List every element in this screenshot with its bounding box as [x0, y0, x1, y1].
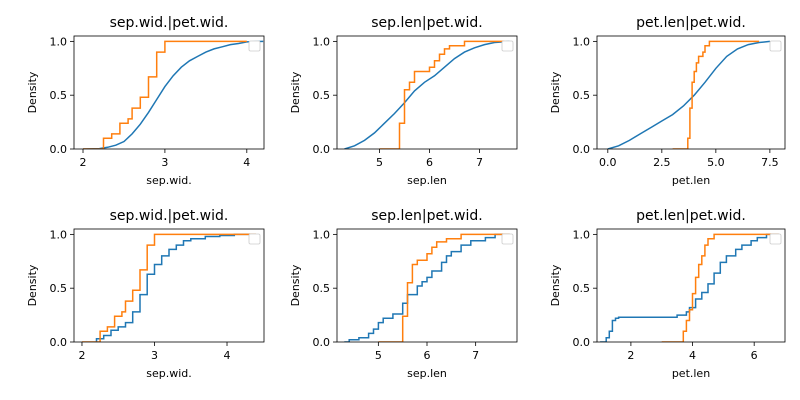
y-tick-label: 0.5 — [313, 282, 331, 295]
y-tick-label: 0.0 — [50, 336, 68, 349]
subplot-2: 5 6 7 0.0 0.5 1.0 sep.len|pet.wid. sep.len Densi… — [289, 15, 518, 187]
x-axis-label: sep.len — [407, 367, 447, 380]
legend-box — [248, 40, 261, 52]
x-tick-label: 6 — [424, 349, 431, 362]
axes-frame — [336, 228, 518, 343]
x-tick-label: 3 — [161, 156, 168, 169]
x-tick-label: 7.5 — [761, 156, 779, 169]
subplot-title: pet.len|pet.wid. — [636, 15, 746, 31]
subplot-title: sep.len|pet.wid. — [371, 208, 482, 224]
y-tick-label: 0.0 — [50, 143, 68, 156]
legend-box — [769, 233, 782, 245]
subplot-5: 5 6 7 0.0 0.5 1.0 sep.len|pet.wid. sep.len Densi… — [289, 208, 518, 380]
x-axis-label: sep.len — [407, 174, 447, 187]
x-tick-label: 2 — [627, 349, 634, 362]
y-tick-label: 0.5 — [50, 282, 68, 295]
axes-frame — [336, 35, 518, 150]
y-tick-label: 1.0 — [573, 228, 591, 241]
series-line-2 — [661, 233, 779, 342]
y-axis-label: Density — [289, 264, 302, 306]
series-line-2 — [82, 233, 256, 342]
series-line-1 — [607, 40, 770, 149]
series-line-1 — [344, 40, 510, 149]
y-axis-label: Density — [549, 71, 562, 113]
y-tick-label: 1.0 — [573, 35, 591, 48]
legend-box — [769, 40, 782, 52]
y-tick-label: 0.0 — [313, 143, 331, 156]
x-tick-label: 4 — [224, 349, 231, 362]
x-tick-label: 2 — [80, 156, 87, 169]
y-tick-label: 0.0 — [573, 143, 591, 156]
y-tick-label: 0.5 — [573, 282, 591, 295]
series-line-2 — [83, 40, 247, 149]
x-tick-label: 5.0 — [707, 156, 725, 169]
subplot-6: 2 4 6 0.0 0.5 1.0 pet.len|pet.wid. pet.len Densi… — [549, 208, 786, 380]
y-tick-label: 1.0 — [313, 35, 331, 48]
x-tick-label: 7 — [476, 156, 483, 169]
x-tick-label: 6 — [751, 349, 758, 362]
y-tick-label: 1.0 — [50, 35, 68, 48]
x-axis-label: sep.wid. — [146, 367, 192, 380]
subplot-title: pet.len|pet.wid. — [636, 208, 746, 224]
legend-box — [248, 233, 261, 245]
y-axis-label: Density — [289, 71, 302, 113]
series-line-2 — [378, 233, 510, 342]
series-line-1 — [344, 233, 510, 342]
subplot-title: sep.len|pet.wid. — [371, 15, 482, 31]
y-tick-label: 0.5 — [50, 89, 68, 102]
x-tick-label: 3 — [151, 349, 158, 362]
x-tick-label: 7 — [472, 349, 479, 362]
axes-frame — [73, 35, 265, 150]
series-line-1 — [600, 233, 779, 342]
x-tick-label: 5 — [376, 156, 383, 169]
series-line-2 — [672, 40, 760, 149]
axes-frame — [73, 228, 265, 343]
axes-frame — [596, 35, 786, 150]
x-axis-label: pet.len — [672, 174, 710, 187]
y-tick-label: 0.0 — [313, 336, 331, 349]
x-tick-label: 0.0 — [599, 156, 617, 169]
series-line-1 — [95, 233, 256, 342]
x-tick-label: 2.5 — [653, 156, 671, 169]
x-tick-label: 4 — [243, 156, 250, 169]
subplot-title: sep.wid.|pet.wid. — [110, 15, 229, 31]
subplot-4: 2 3 4 0.0 0.5 1.0 sep.wid.|pet.wid. sep.wid. Den… — [26, 208, 265, 380]
y-tick-label: 0.5 — [573, 89, 591, 102]
subplot-1: 2 3 4 0.0 0.5 1.0 sep.wid.|pet.wid. sep.wid. Den… — [26, 15, 265, 187]
y-axis-label: Density — [26, 71, 39, 113]
series-line-1 — [82, 40, 264, 149]
subplot-title: sep.wid.|pet.wid. — [110, 208, 229, 224]
x-axis-label: pet.len — [672, 367, 710, 380]
y-tick-label: 0.5 — [313, 89, 331, 102]
x-tick-label: 6 — [426, 156, 433, 169]
y-tick-label: 1.0 — [313, 228, 331, 241]
axes-frame — [596, 228, 786, 343]
legend-box — [501, 40, 514, 52]
x-tick-label: 4 — [689, 349, 696, 362]
x-axis-label: sep.wid. — [146, 174, 192, 187]
y-tick-label: 1.0 — [50, 228, 68, 241]
y-axis-label: Density — [549, 264, 562, 306]
subplot-3: 0.0 2.5 5.0 7.5 0.0 0.5 1.0 pet.len|pet.wid. pet… — [549, 15, 786, 187]
series-line-2 — [379, 40, 505, 149]
x-tick-label: 5 — [375, 349, 382, 362]
y-tick-label: 0.0 — [573, 336, 591, 349]
legend-box — [501, 233, 514, 245]
y-axis-label: Density — [26, 264, 39, 306]
x-tick-label: 2 — [78, 349, 85, 362]
